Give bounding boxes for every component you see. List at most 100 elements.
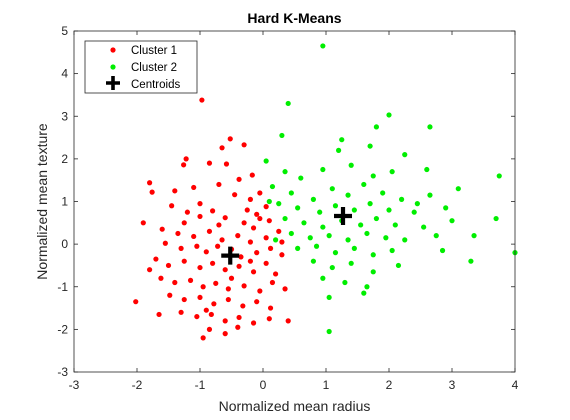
cluster-2-point (449, 218, 455, 224)
cluster-2-point (279, 132, 285, 139)
cluster-2-point (455, 186, 461, 192)
cluster-1-point (266, 218, 272, 224)
x-tick-label: -2 (132, 378, 143, 392)
x-tick-label: 1 (323, 378, 330, 392)
cluster-2-point (339, 137, 345, 143)
cluster-2-point (345, 192, 351, 198)
cluster-2-point (373, 215, 379, 222)
cluster-1-point (263, 260, 269, 266)
cluster-2-point (288, 230, 294, 237)
y-tick-label: 4 (61, 67, 68, 81)
cluster-1-point (257, 190, 263, 196)
cluster-2-point (424, 166, 430, 173)
y-tick-label: 2 (61, 152, 68, 166)
x-tick-label: 0 (260, 378, 267, 392)
cluster-1-point (241, 142, 247, 148)
cluster-1-point (285, 318, 291, 324)
legend-label-cluster-1: Cluster 1 (131, 45, 177, 57)
cluster-1-point (206, 228, 213, 234)
cluster-1-point (153, 256, 159, 262)
legend-marker-cluster-1 (110, 47, 116, 53)
cluster-1-point (250, 269, 257, 275)
cluster-1-point (184, 209, 190, 215)
cluster-1-point (267, 245, 274, 251)
cluster-2-point (370, 173, 376, 179)
cluster-2-point (320, 166, 326, 173)
cluster-1-point (156, 311, 162, 318)
y-tick-label: -2 (57, 322, 68, 336)
cluster-2-point (427, 124, 433, 130)
cluster-2-point (358, 222, 364, 228)
centroid-marker-2 (334, 206, 353, 225)
cluster-2-point (336, 147, 342, 153)
cluster-2-point (386, 207, 392, 213)
cluster-1-point (181, 296, 187, 303)
centroid-marker-1 (221, 246, 240, 265)
cluster-1-point (149, 189, 155, 195)
cluster-1-point (216, 181, 222, 188)
cluster-2-point (427, 192, 433, 198)
cluster-1-point (133, 299, 139, 305)
cluster-1-point (219, 237, 225, 243)
cluster-1-point (197, 264, 203, 271)
cluster-1-point (219, 145, 225, 151)
cluster-2-point (361, 290, 367, 296)
legend: Cluster 1 Cluster 2 Centroids (84, 40, 198, 94)
cluster-1-point (282, 286, 288, 292)
cluster-2-point (263, 158, 269, 164)
cluster-2-point (364, 284, 370, 290)
cluster-1-point (266, 316, 272, 322)
cluster-1-point (241, 283, 247, 289)
legend-marker-centroids (106, 76, 120, 90)
cluster-1-point (187, 277, 194, 283)
cluster-1-point (227, 136, 233, 142)
cluster-1-point (235, 233, 241, 239)
y-axis-label: Normalized mean texture (34, 123, 50, 280)
cluster-2-point (395, 262, 402, 269)
cluster-1-point (191, 184, 197, 191)
cluster-2-point (386, 112, 392, 118)
cluster-2-point (342, 279, 348, 286)
cluster-1-point (199, 97, 205, 103)
cluster-2-point (317, 209, 323, 215)
cluster-1-point (236, 176, 242, 182)
cluster-2-point (345, 237, 351, 243)
cluster-1-point (254, 299, 260, 305)
cluster-2-point (389, 169, 395, 175)
cluster-2-point (351, 245, 357, 251)
cluster-2-point (439, 247, 446, 254)
cluster-1-point (240, 303, 246, 309)
legend-label-cluster-2: Cluster 2 (131, 62, 177, 74)
cluster-2-point (433, 233, 439, 239)
cluster-2-point (373, 124, 379, 130)
cluster-1-point (249, 172, 255, 178)
cluster-1-point (197, 201, 203, 207)
cluster-2-point (313, 243, 320, 249)
cluster-2-point (282, 169, 288, 175)
cluster-2-point (411, 209, 417, 215)
cluster-1-point (197, 294, 203, 301)
cluster-1-point (222, 318, 228, 324)
cluster-2-point (320, 43, 326, 49)
cluster-1-point (178, 309, 184, 315)
cluster-2-point (326, 233, 332, 239)
cluster-1-point (206, 326, 213, 332)
cluster-1-point (197, 213, 203, 220)
cluster-1-point (267, 305, 274, 311)
cluster-2-point (493, 215, 499, 222)
cluster-2-point (361, 181, 367, 188)
cluster-2-point (399, 196, 405, 202)
cluster-1-point (169, 203, 175, 209)
cluster-1-point (232, 192, 238, 198)
cluster-1-point (158, 275, 164, 281)
cluster-1-point (200, 335, 206, 341)
cluster-1-point (250, 225, 257, 231)
x-tick-label: 2 (386, 378, 393, 392)
cluster-2-point (348, 162, 354, 168)
cluster-1-point (222, 331, 228, 337)
x-axis-label: Normalized mean radius (219, 398, 371, 414)
cluster-1-point (206, 160, 213, 166)
x-tick-label: -3 (69, 378, 80, 392)
centroid-layer (221, 206, 353, 265)
cluster-1-point (222, 267, 228, 273)
